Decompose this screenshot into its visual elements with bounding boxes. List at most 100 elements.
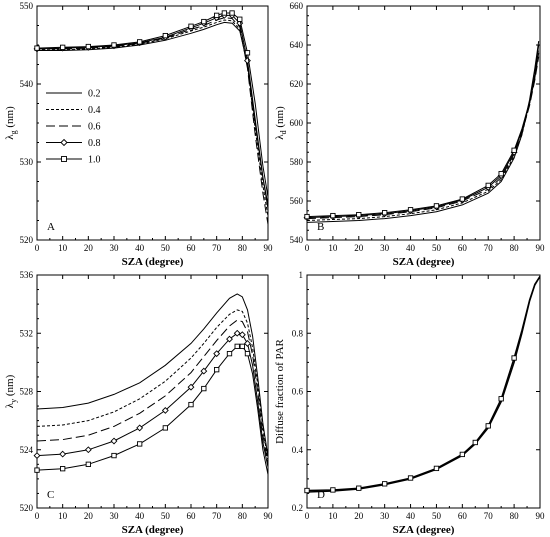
x-tick-label: 20 bbox=[84, 243, 94, 253]
y-axis-label: Diffuse fraction of PAR bbox=[274, 338, 286, 443]
series-line bbox=[36, 12, 269, 198]
x-tick-label: 30 bbox=[110, 243, 120, 253]
series-line bbox=[306, 44, 540, 218]
square-marker bbox=[304, 487, 310, 494]
x-axis-label: SZA (degree) bbox=[393, 256, 455, 268]
x-tick-label: 80 bbox=[510, 511, 520, 521]
square-marker bbox=[34, 467, 40, 473]
square-marker bbox=[498, 396, 504, 402]
y-tick-label: 520 bbox=[20, 235, 34, 245]
y-tick-label: 540 bbox=[20, 79, 34, 89]
square-marker bbox=[162, 32, 168, 39]
x-tick-label: 90 bbox=[536, 511, 546, 521]
x-tick-label: 20 bbox=[354, 511, 364, 521]
square-marker bbox=[382, 210, 388, 216]
y-tick-label: 528 bbox=[20, 387, 34, 397]
series-line bbox=[306, 275, 541, 492]
x-tick-label: 60 bbox=[187, 511, 197, 521]
y-tick-label: 0.6 bbox=[292, 387, 304, 397]
square-marker bbox=[60, 44, 66, 50]
y-tick-label: 520 bbox=[20, 503, 34, 513]
x-tick-label: 40 bbox=[135, 243, 145, 253]
series-line bbox=[36, 319, 269, 465]
panel-label: B bbox=[317, 221, 324, 233]
square-marker bbox=[188, 401, 194, 408]
square-marker bbox=[214, 367, 220, 373]
x-tick-label: 90 bbox=[536, 243, 546, 253]
legend: 0.2 0.4 0.6 0.8 1.0 bbox=[46, 89, 101, 166]
square-marker bbox=[162, 425, 168, 431]
series-line bbox=[36, 293, 269, 458]
y-tick-label: 580 bbox=[290, 157, 304, 167]
diamond-marker bbox=[187, 383, 195, 391]
square-marker bbox=[244, 50, 251, 56]
x-tick-label: 60 bbox=[458, 243, 468, 253]
series-line bbox=[37, 19, 269, 217]
square-marker bbox=[382, 481, 388, 487]
diamond-marker bbox=[110, 437, 118, 445]
y-axis-label-main: Diffuse fraction of PAR bbox=[274, 338, 286, 443]
x-tick-label: 0 bbox=[305, 243, 310, 253]
square-marker bbox=[485, 423, 491, 429]
y-tick-label: 540 bbox=[290, 235, 304, 245]
square-marker bbox=[221, 10, 228, 16]
square-marker bbox=[244, 350, 251, 357]
x-tick-label: 10 bbox=[58, 511, 68, 521]
square-marker bbox=[237, 16, 243, 22]
x-tick-label: 90 bbox=[264, 511, 274, 521]
y-tick-label: 1 bbox=[299, 270, 304, 280]
legend-label: 0.2 bbox=[88, 89, 101, 100]
plot-frame bbox=[36, 274, 269, 509]
square-marker bbox=[85, 461, 91, 467]
legend-label: 0.8 bbox=[88, 138, 101, 149]
square-marker bbox=[459, 451, 465, 458]
x-tick-label: 50 bbox=[161, 243, 171, 253]
legend-square-marker bbox=[61, 156, 67, 162]
y-axis-label-unit: (nm) bbox=[274, 106, 286, 130]
square-marker bbox=[188, 23, 194, 29]
x-tick-label: 50 bbox=[161, 511, 171, 521]
y-tick-label: 600 bbox=[290, 118, 304, 128]
x-tick-label: 80 bbox=[238, 511, 248, 521]
square-marker bbox=[60, 466, 66, 472]
y-axis-label: λd (nm) bbox=[274, 106, 288, 140]
x-tick-label: 70 bbox=[484, 243, 494, 253]
x-tick-label: 10 bbox=[328, 511, 338, 521]
square-marker bbox=[330, 212, 336, 219]
series-line bbox=[306, 52, 540, 219]
series-line bbox=[36, 332, 269, 468]
square-marker bbox=[459, 196, 465, 202]
series-line bbox=[37, 21, 269, 209]
y-axis-label-main: λ bbox=[4, 134, 16, 140]
square-marker bbox=[234, 343, 240, 350]
x-tick-label: 50 bbox=[432, 511, 442, 521]
series-line bbox=[37, 17, 269, 225]
legend-diamond-marker bbox=[60, 138, 68, 147]
legend-label: 0.6 bbox=[88, 122, 101, 133]
square-marker bbox=[229, 10, 235, 16]
y-axis-label: λy (nm) bbox=[4, 374, 18, 408]
y-tick-label: 620 bbox=[290, 79, 304, 89]
square-marker bbox=[111, 452, 117, 459]
square-marker bbox=[407, 475, 414, 481]
y-tick-label: 560 bbox=[290, 196, 304, 206]
x-tick-label: 90 bbox=[264, 243, 274, 253]
x-tick-label: 0 bbox=[35, 243, 40, 253]
square-marker bbox=[498, 171, 504, 177]
y-tick-label: 0.8 bbox=[292, 328, 304, 338]
x-tick-label: 10 bbox=[58, 243, 68, 253]
y-axis-label-subscript: d bbox=[279, 130, 288, 134]
square-marker bbox=[356, 211, 362, 218]
square-marker bbox=[226, 350, 233, 357]
panel-label: C bbox=[47, 489, 54, 501]
diamond-marker bbox=[238, 331, 246, 339]
diamond-marker bbox=[226, 335, 233, 343]
x-tick-label: 40 bbox=[406, 243, 416, 253]
square-marker bbox=[137, 441, 143, 447]
square-marker bbox=[511, 355, 517, 361]
x-tick-label: 70 bbox=[212, 511, 222, 521]
diamond-marker bbox=[244, 57, 251, 65]
series-line bbox=[306, 48, 540, 221]
x-tick-label: 40 bbox=[135, 511, 145, 521]
x-tick-label: 80 bbox=[238, 243, 248, 253]
